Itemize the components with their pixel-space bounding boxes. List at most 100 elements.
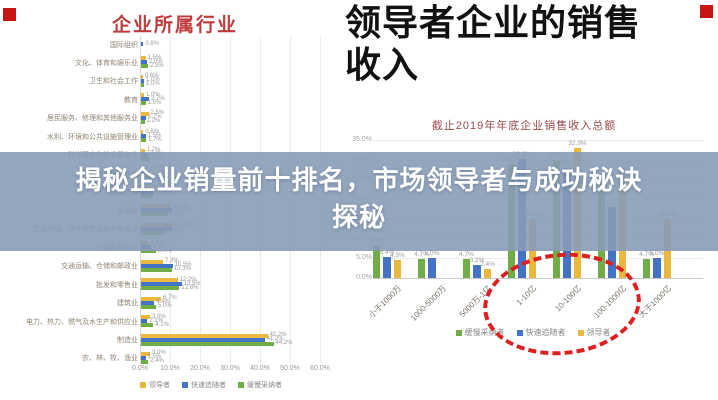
right-chart-subtitle: 截止2019年年底企业销售收入总额 <box>431 120 617 132</box>
legend-swatch <box>455 329 462 336</box>
bar <box>642 259 650 278</box>
bar <box>141 319 148 324</box>
category-label: 制造业 <box>117 337 138 345</box>
legend-swatch <box>577 329 584 336</box>
bar <box>141 296 162 301</box>
bar <box>141 249 156 254</box>
bar <box>372 244 380 278</box>
bar <box>141 56 146 61</box>
headline-line1: 揭秘企业销量前十排名，市场领导者与成功秘诀 <box>75 165 643 195</box>
bar <box>141 111 149 116</box>
bar <box>141 64 148 69</box>
bar <box>141 42 144 46</box>
bar-value-label: 10.5% <box>174 262 192 269</box>
legend-item: 快速追随者 <box>182 380 226 390</box>
axis-tick-label: 50.0% <box>280 365 300 372</box>
bar-value-label: 1.5% <box>147 132 162 139</box>
headline-banner: 揭秘企业销量前十排名，市场领导者与成功秘诀 探秘 <box>0 152 718 251</box>
bar <box>141 97 150 102</box>
bar-value-label: 0.6% <box>144 73 159 80</box>
bar-value-label: 1.7% <box>148 136 162 143</box>
axis-tick-label: 5.0% <box>356 254 372 262</box>
bar <box>653 258 661 278</box>
bar-value-label: 3.0% <box>152 313 166 320</box>
bar-value-label: 2.7% <box>151 95 165 102</box>
corner-red-square-right <box>700 5 713 18</box>
bar-value-label: 5.0% <box>158 303 172 310</box>
bar <box>141 341 274 346</box>
bar-value-label: 1.0% <box>146 91 160 98</box>
category-label: 教育 <box>124 96 138 104</box>
category-label: 建筑业 <box>117 300 138 308</box>
bar-value-label: 5.0% <box>649 250 665 258</box>
corner-red-square-left <box>3 8 16 21</box>
bar-value-label: 10.3% <box>173 266 191 273</box>
headline-line2: 探秘 <box>331 202 386 232</box>
axis-tick-label: 40.0% <box>250 365 270 372</box>
bar <box>141 355 146 360</box>
axis-tick-label: 35.0% <box>352 135 372 143</box>
bar <box>141 304 156 309</box>
legend-item: 快速追随者 <box>516 327 566 338</box>
bar-value-label: 2.3% <box>149 62 164 69</box>
bar <box>141 263 173 268</box>
bar <box>141 323 154 328</box>
bar <box>141 60 147 65</box>
legend-swatch <box>516 329 523 336</box>
bar-value-label: 4.7% <box>459 251 474 259</box>
bar-value-label: 3.0% <box>152 350 166 357</box>
bar <box>141 300 155 305</box>
axis-tick-label: 0.0% <box>132 365 148 372</box>
bar <box>483 268 491 278</box>
bar-value-label: 2.4% <box>150 358 164 365</box>
bar <box>141 82 144 87</box>
bar-value-label: 4.4% <box>156 299 170 306</box>
bar-value-label: 6.7% <box>163 295 177 302</box>
legend-swatch <box>182 382 188 388</box>
category-label: 交通运输、仓储和邮政业 <box>61 263 138 271</box>
bar-value-label: 4.5% <box>390 252 405 260</box>
category-label: 居民服务、修理和其他服务业 <box>47 115 138 123</box>
bar-value-label: 4.7% <box>639 251 654 259</box>
legend-item: 领导者 <box>140 380 170 390</box>
axis-tick-label: 0.0% <box>356 274 372 281</box>
gridline <box>373 258 703 260</box>
bar <box>141 119 145 124</box>
bar <box>141 359 149 364</box>
bar-value-label: 1.0% <box>146 81 160 88</box>
legend-swatch <box>238 382 244 388</box>
bar-value-label: 2.4% <box>480 260 495 268</box>
bar-value-label: 5.0% <box>424 250 440 258</box>
axis-tick-label: 30.0% <box>220 365 240 372</box>
category-label: 电力、热力、燃气及水生产和供应业 <box>26 318 138 326</box>
bar <box>141 101 146 106</box>
bar-value-label: 1.5% <box>147 54 162 61</box>
bar <box>141 259 163 264</box>
bar <box>141 337 265 342</box>
category-label: 国际组织 <box>110 41 138 49</box>
bar <box>141 315 150 320</box>
left-chart-title: 企业所属行业 <box>111 15 238 36</box>
bar <box>141 282 182 287</box>
legend-label: 缓慢采纳者 <box>464 328 505 337</box>
bar-value-label: 32.9% <box>568 140 587 148</box>
right-chart-legend: 缓慢采纳者 快速追随者 领导者 <box>359 0 718 400</box>
legend-label: 快速追随者 <box>191 382 226 389</box>
bar <box>141 148 145 153</box>
legend-label: 缓慢采纳者 <box>247 382 282 389</box>
legend-item: 领导者 <box>577 327 611 338</box>
gridline <box>373 278 703 279</box>
bar <box>393 260 401 278</box>
bar-value-label: 1.0% <box>146 77 160 84</box>
bar-value-label: 2.0% <box>149 58 163 65</box>
legend-label: 快速追随者 <box>525 328 566 337</box>
bar-value-label: 4.1% <box>155 321 169 328</box>
bar-value-label: 0.8% <box>145 40 160 47</box>
legend-swatch <box>140 382 146 388</box>
bar-value-label: 12.8% <box>181 284 199 291</box>
gridline <box>373 139 703 141</box>
legend-row: 缓慢采纳者 快速追随者 领导者 <box>399 327 679 338</box>
bar-value-label: 42.2% <box>269 332 287 339</box>
bar-value-label: 12.2% <box>179 276 197 283</box>
bar-value-label: 7.3% <box>164 258 179 265</box>
